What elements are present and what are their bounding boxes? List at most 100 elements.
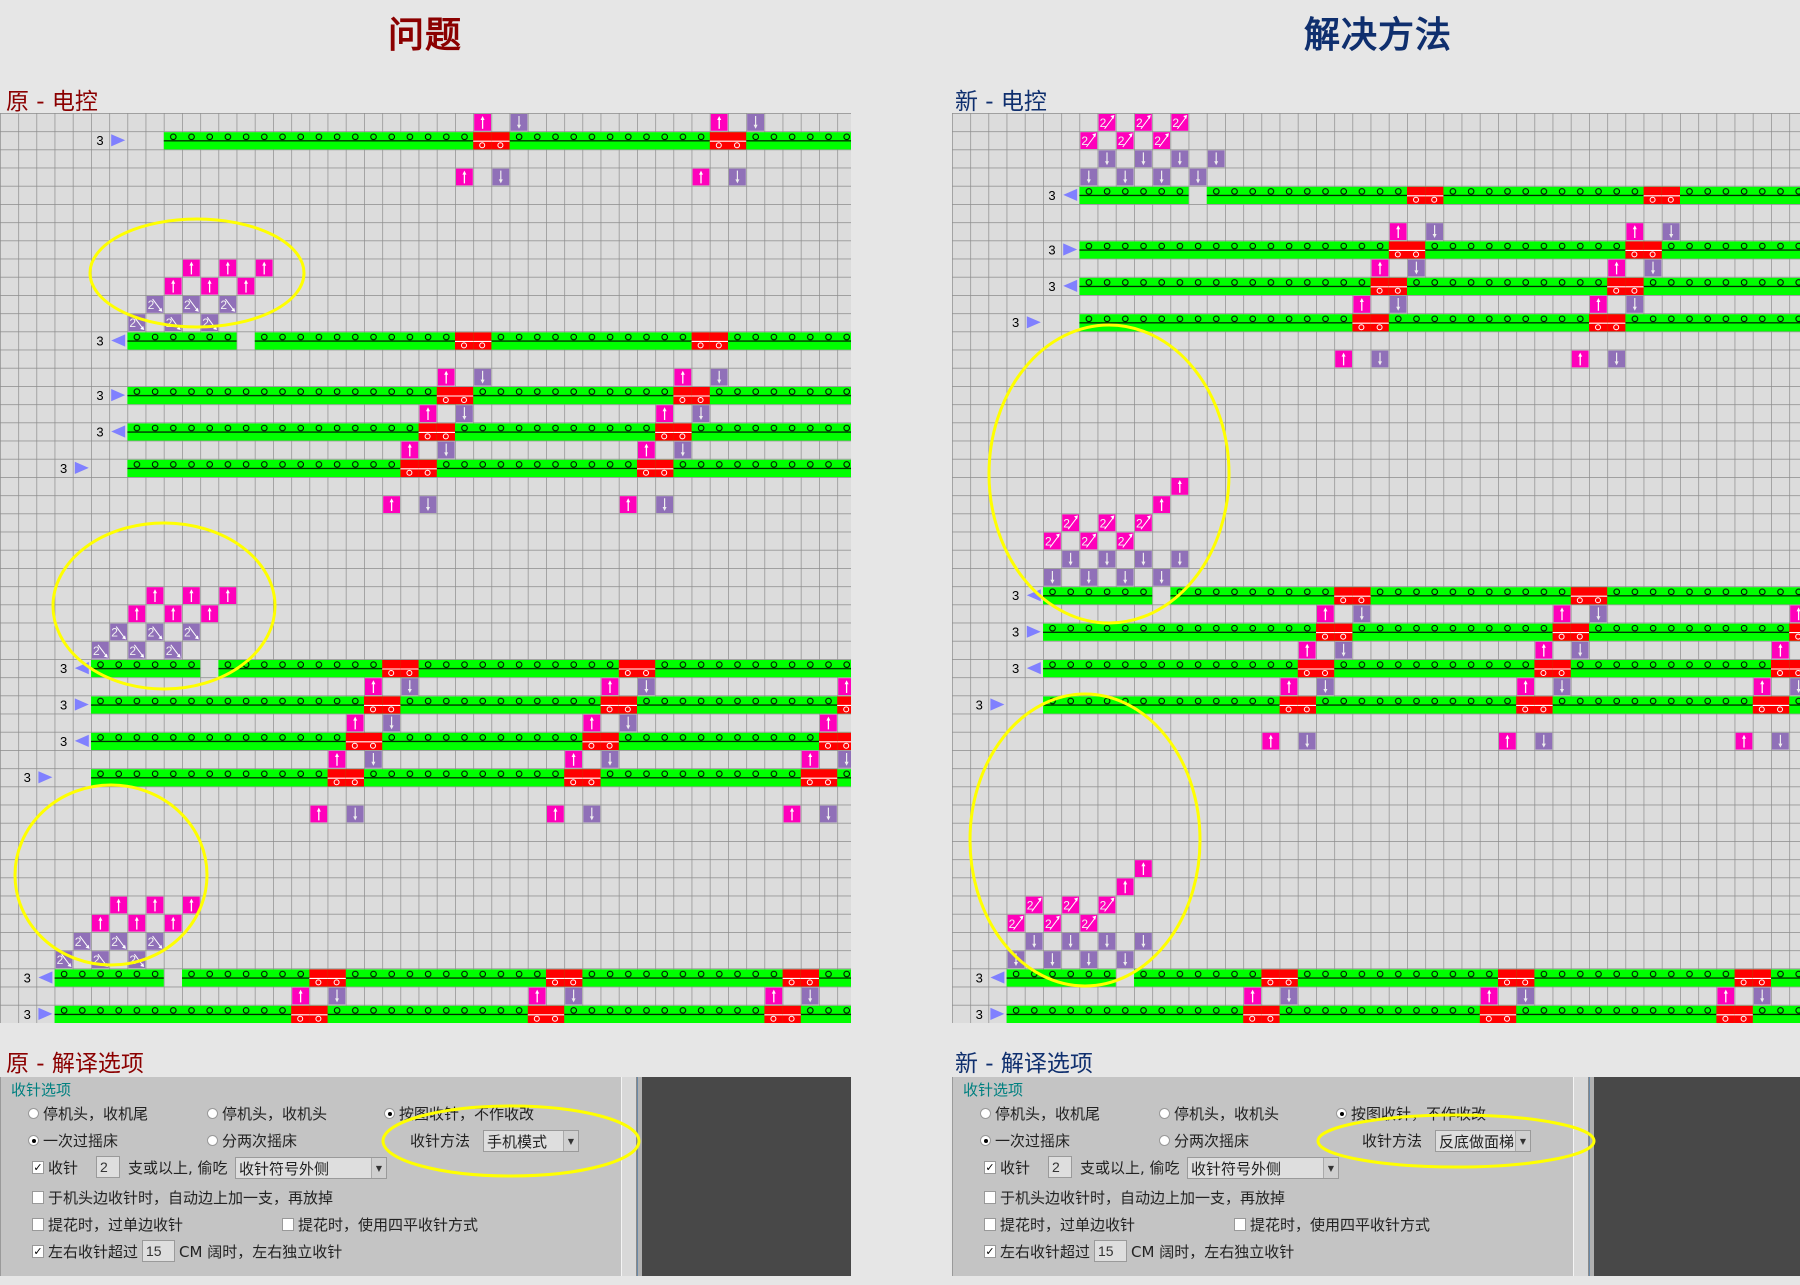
transfer-cell[interactable]: [1261, 969, 1280, 987]
jacquard-four-checkbox[interactable]: [282, 1217, 294, 1231]
inc2-stitch-cell[interactable]: 2: [1007, 914, 1025, 932]
transfer-cell[interactable]: [782, 969, 801, 987]
transfer-cell[interactable]: [1261, 1005, 1280, 1023]
inc2-stitch-cell[interactable]: 2: [1080, 532, 1098, 550]
inc2-stitch-cell[interactable]: 2: [1062, 514, 1079, 532]
stop-option-radio[interactable]: 按图收针，不作收改: [1336, 1103, 1486, 1123]
up-stitch-cell[interactable]: [1353, 296, 1371, 313]
inc2-stitch-cell[interactable]: 2: [1044, 532, 1061, 550]
transfer-cell[interactable]: [691, 332, 710, 350]
down-stitch-cell[interactable]: [365, 751, 382, 768]
stop-option-radio[interactable]: 停机头，收机头: [207, 1103, 327, 1123]
down-stitch-cell[interactable]: [1317, 678, 1334, 695]
down-stitch-cell[interactable]: [820, 805, 837, 823]
splitter[interactable]: [621, 1077, 637, 1276]
carriage-edge-checkbox[interactable]: [32, 1190, 44, 1204]
transfer-cell[interactable]: [1534, 696, 1553, 714]
up-stitch-cell[interactable]: [183, 896, 200, 914]
dec2-stitch-cell[interactable]: 2: [110, 933, 127, 950]
transfer-cell[interactable]: [1534, 660, 1553, 678]
up-stitch-cell[interactable]: [619, 496, 637, 513]
rack-option-radio[interactable]: 分两次摇床: [207, 1130, 297, 1150]
transfer-cell[interactable]: [582, 769, 601, 787]
down-stitch-cell[interactable]: [1772, 732, 1789, 750]
transfer-cell[interactable]: [382, 660, 401, 678]
transfer-cell[interactable]: [1425, 186, 1444, 204]
inc2-stitch-cell[interactable]: 2: [1062, 896, 1079, 914]
down-stitch-cell[interactable]: [1371, 350, 1389, 368]
dec2-stitch-cell[interactable]: 2: [146, 296, 164, 313]
down-stitch-cell[interactable]: [1517, 987, 1534, 1005]
dec2-stitch-cell[interactable]: 2: [183, 623, 200, 641]
up-stitch-cell[interactable]: [547, 805, 564, 823]
down-stitch-cell[interactable]: [1353, 605, 1371, 623]
independent-decrease-checkbox[interactable]: ✓: [32, 1244, 44, 1258]
down-stitch-cell[interactable]: [1408, 259, 1425, 277]
transfer-cell[interactable]: [309, 1005, 328, 1023]
up-stitch-cell[interactable]: [1116, 878, 1134, 896]
decrease-count-input[interactable]: [1048, 1156, 1073, 1178]
up-stitch-cell[interactable]: [183, 259, 200, 277]
up-stitch-cell[interactable]: [1590, 296, 1607, 313]
up-stitch-cell[interactable]: [783, 805, 801, 823]
up-stitch-cell[interactable]: [1153, 496, 1170, 513]
up-stitch-cell[interactable]: [219, 259, 237, 277]
transfer-cell[interactable]: [1352, 314, 1371, 332]
up-stitch-cell[interactable]: [1772, 641, 1789, 659]
up-stitch-cell[interactable]: [437, 368, 455, 386]
down-stitch-cell[interactable]: [656, 496, 673, 513]
down-stitch-cell[interactable]: [1590, 605, 1607, 623]
transfer-cell[interactable]: [819, 732, 838, 750]
down-stitch-cell[interactable]: [1044, 569, 1061, 586]
down-stitch-cell[interactable]: [1062, 933, 1079, 950]
up-stitch-cell[interactable]: [1317, 605, 1334, 623]
down-stitch-cell[interactable]: [1080, 569, 1098, 586]
down-stitch-cell[interactable]: [1135, 150, 1152, 168]
splitter[interactable]: [1573, 1077, 1589, 1276]
transfer-cell[interactable]: [327, 969, 346, 987]
up-stitch-cell[interactable]: [365, 678, 382, 695]
decrease-method-select[interactable]: 手机模式 ▼: [483, 1130, 579, 1152]
transfer-cell[interactable]: [582, 732, 601, 750]
carriage-edge-checkbox[interactable]: [984, 1190, 996, 1204]
decrease-checkbox[interactable]: ✓: [32, 1160, 44, 1174]
up-stitch-cell[interactable]: [692, 168, 710, 186]
up-stitch-cell[interactable]: [1335, 350, 1352, 368]
rack-option-radio[interactable]: 一次过摇床: [28, 1130, 118, 1150]
down-stitch-cell[interactable]: [1007, 951, 1025, 968]
independent-width-input[interactable]: [1094, 1240, 1128, 1262]
transfer-cell[interactable]: [837, 732, 851, 750]
down-stitch-cell[interactable]: [674, 441, 692, 459]
transfer-cell[interactable]: [1297, 660, 1316, 678]
dec2-stitch-cell[interactable]: 2: [201, 314, 218, 331]
transfer-cell[interactable]: [1643, 241, 1662, 259]
dec2-stitch-cell[interactable]: 2: [128, 641, 146, 659]
down-stitch-cell[interactable]: [1571, 641, 1589, 659]
decrease-position-select[interactable]: 收针符号外侧 ▼: [235, 1157, 387, 1179]
up-stitch-cell[interactable]: [456, 168, 473, 186]
dec2-stitch-cell[interactable]: 2: [92, 641, 109, 659]
transfer-cell[interactable]: [327, 769, 346, 787]
radio-button[interactable]: [1159, 1107, 1170, 1119]
up-stitch-cell[interactable]: [1262, 732, 1280, 750]
down-stitch-cell[interactable]: [801, 987, 819, 1005]
transfer-cell[interactable]: [1552, 660, 1571, 678]
transfer-cell[interactable]: [1407, 186, 1426, 204]
transfer-cell[interactable]: [1661, 186, 1680, 204]
down-stitch-cell[interactable]: [1644, 259, 1662, 277]
down-stitch-cell[interactable]: [1535, 732, 1553, 750]
up-stitch-cell[interactable]: [838, 678, 851, 695]
up-stitch-cell[interactable]: [146, 896, 164, 914]
inc2-stitch-cell[interactable]: 2: [1025, 896, 1043, 914]
down-stitch-cell[interactable]: [692, 405, 710, 422]
up-stitch-cell[interactable]: [128, 605, 146, 623]
transfer-cell[interactable]: [564, 969, 583, 987]
up-stitch-cell[interactable]: [1517, 678, 1534, 695]
transfer-cell[interactable]: [1643, 186, 1662, 204]
transfer-cell[interactable]: [1316, 623, 1335, 641]
down-stitch-cell[interactable]: [1207, 150, 1225, 168]
transfer-cell[interactable]: [1625, 241, 1644, 259]
independent-width-input[interactable]: [142, 1240, 176, 1262]
dec2-stitch-cell[interactable]: 2: [128, 314, 146, 331]
transfer-cell[interactable]: [546, 969, 565, 987]
